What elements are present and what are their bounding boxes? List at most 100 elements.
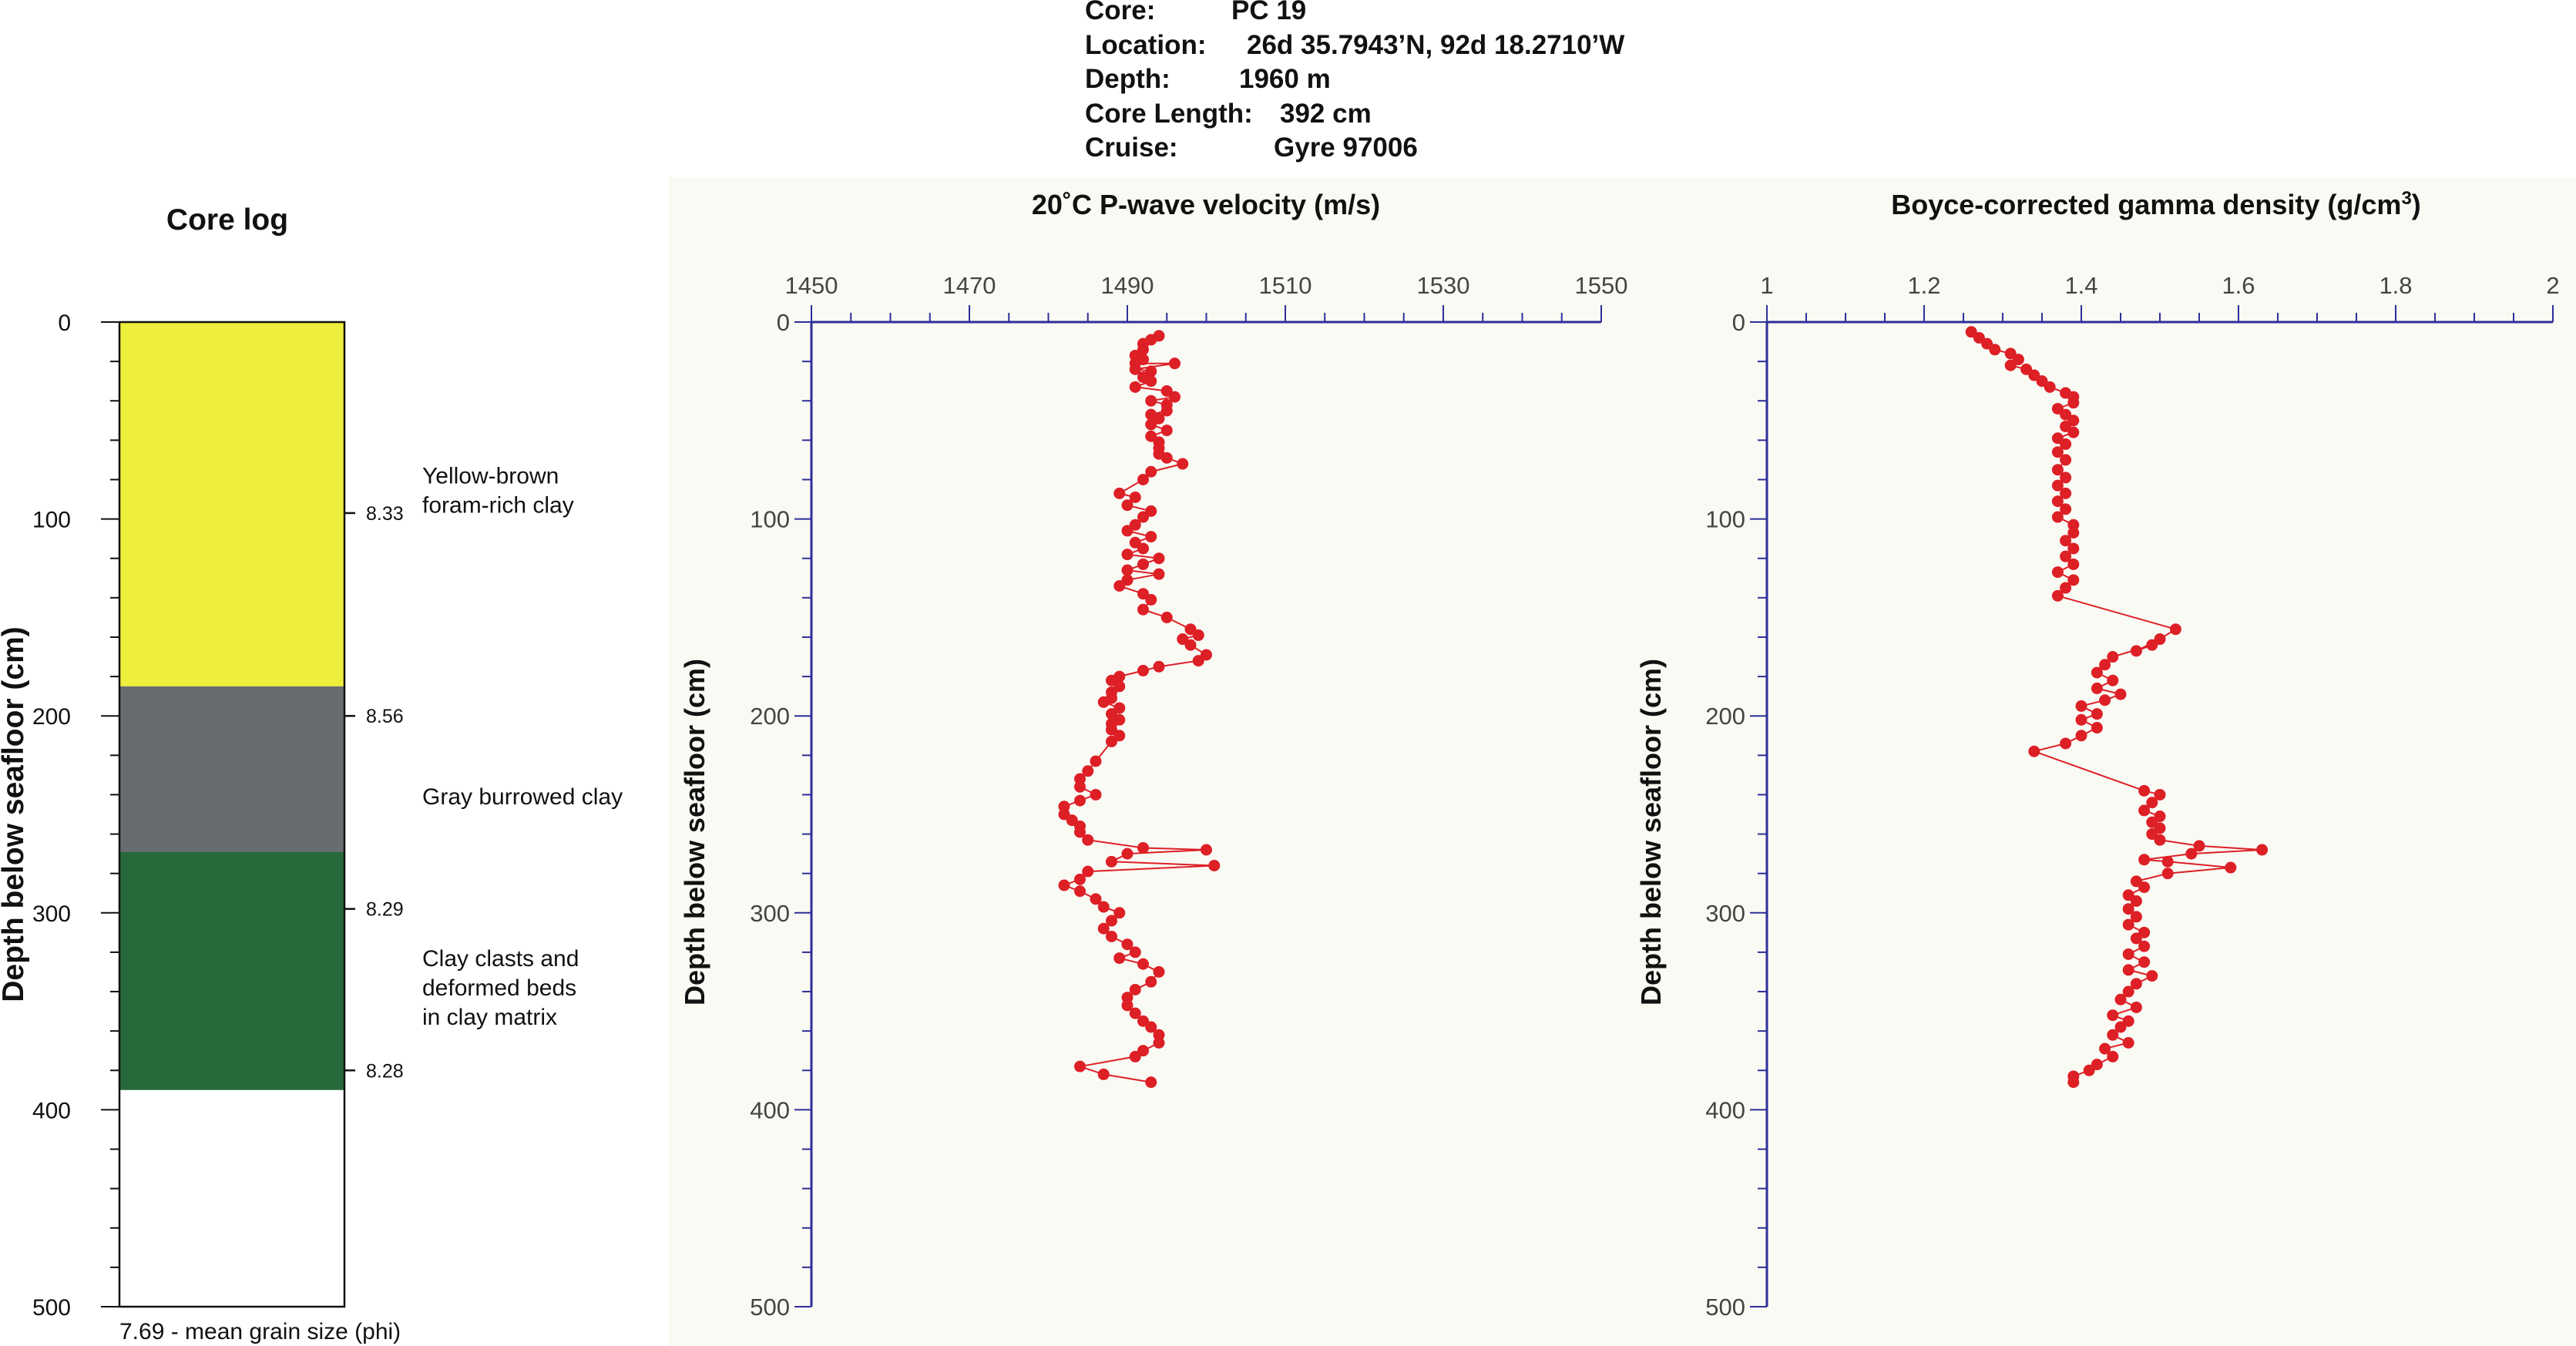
lithology-label-1-0: Gray burrowed clay	[422, 784, 623, 810]
density-data-point	[2107, 651, 2119, 663]
density-data-point	[2146, 816, 2158, 828]
density-data-point	[2060, 454, 2072, 466]
velocity-data-point	[1121, 549, 1134, 561]
lithology-unit-2	[119, 851, 344, 1090]
velocity-data-point	[1058, 879, 1070, 891]
density-data-point	[1965, 326, 1977, 338]
lithology-unit-3	[119, 1089, 344, 1307]
velocity-x-tick-label: 1490	[1101, 272, 1154, 299]
velocity-data-point	[1097, 1068, 1110, 1080]
density-data-point	[2099, 694, 2111, 707]
density-data-point	[2060, 420, 2072, 432]
velocity-data-point	[1121, 525, 1134, 537]
velocity-data-point	[1145, 505, 1157, 517]
density-data-point	[2067, 397, 2080, 409]
density-data-point	[2075, 730, 2087, 742]
density-data-point	[2138, 854, 2151, 866]
density-data-point	[2107, 1009, 2119, 1022]
grain-size-label: 8.56	[366, 706, 404, 727]
density-data-point	[2091, 682, 2103, 694]
velocity-data-point	[1106, 930, 1117, 942]
velocity-x-tick-label: 1450	[785, 272, 838, 299]
density-data-point	[2060, 503, 2072, 515]
density-data-point	[2146, 797, 2158, 809]
grain-size-label: 8.33	[366, 503, 404, 525]
density-data-point	[2122, 985, 2134, 998]
velocity-data-point	[1121, 848, 1134, 860]
velocity-data-point	[1153, 412, 1165, 425]
velocity-data-point	[1169, 357, 1181, 370]
density-y-tick-label: 100	[1705, 506, 1745, 533]
density-data-point	[2067, 542, 2080, 555]
grain-size-label: 8.28	[366, 1060, 404, 1082]
velocity-data-point	[1129, 1050, 1141, 1062]
core-log-depth-tick-label: 200	[32, 704, 71, 730]
density-data-point	[2138, 926, 2151, 938]
velocity-data-point	[1137, 1015, 1149, 1027]
density-data-point	[2051, 432, 2064, 445]
velocity-data-point	[1129, 363, 1141, 375]
grain-size-footnote: 7.69 - mean grain size (phi)	[119, 1319, 401, 1344]
velocity-data-point	[1074, 794, 1086, 807]
density-data-point	[2051, 464, 2064, 476]
density-data-point	[2146, 828, 2158, 841]
velocity-data-point	[1145, 593, 1157, 606]
velocity-data-point	[1121, 999, 1134, 1012]
velocity-data-point	[1074, 826, 1086, 838]
lithology-label-0-0: Yellow-brown	[422, 464, 559, 489]
velocity-data-point	[1113, 952, 1126, 965]
velocity-data-point	[1145, 1076, 1157, 1089]
density-data-point	[2185, 848, 2198, 860]
density-data-point	[2122, 903, 2134, 915]
velocity-data-point	[1129, 983, 1141, 995]
velocity-data-point	[1074, 1060, 1086, 1072]
header-value-location: 26d 35.7943’N, 92d 18.2710’W	[1247, 29, 1625, 60]
density-y-axis-label: Depth below seafloor (cm)	[1635, 659, 1667, 1005]
velocity-data-point	[1145, 975, 1157, 988]
velocity-data-point	[1129, 946, 1141, 958]
velocity-data-point	[1082, 765, 1094, 777]
density-data-point	[2083, 1064, 2095, 1076]
lithology-label-2-1: deformed beds	[422, 975, 576, 1001]
velocity-data-point	[1160, 384, 1173, 397]
density-data-point	[2020, 363, 2033, 375]
velocity-data-point	[1129, 381, 1141, 393]
core-log-depth-tick-label: 500	[32, 1295, 71, 1321]
velocity-x-tick-label: 1510	[1259, 272, 1312, 299]
density-data-point	[2114, 993, 2127, 1005]
density-data-point	[2060, 487, 2072, 499]
header-value-core: PC 19	[1231, 0, 1307, 25]
density-data-point	[2067, 1076, 2080, 1089]
density-title-superscript: 3	[2401, 188, 2411, 209]
header-row-core: Core: PC 19	[1085, 0, 1624, 29]
density-data-point	[2154, 834, 2166, 846]
density-data-point	[2130, 895, 2142, 907]
core-log-title: Core log	[166, 203, 288, 237]
density-data-point	[2138, 956, 2151, 968]
density-data-point	[2067, 415, 2080, 427]
density-data-point	[2107, 1029, 2119, 1041]
density-y-tick-label: 200	[1705, 703, 1745, 730]
velocity-data-point	[1160, 425, 1173, 437]
velocity-data-point	[1137, 603, 1149, 616]
velocity-data-point	[1106, 708, 1117, 720]
velocity-data-point	[1137, 558, 1149, 570]
velocity-data-point	[1177, 633, 1189, 646]
header-row-cruise: Cruise: Gyre 97006	[1085, 131, 1624, 166]
velocity-data-point	[1153, 552, 1165, 565]
density-data-point	[2130, 932, 2142, 945]
density-data-point	[2091, 1059, 2103, 1071]
density-x-tick-label: 2	[2546, 272, 2559, 299]
velocity-data-point	[1074, 780, 1086, 793]
density-data-point	[2091, 708, 2103, 720]
density-x-tick-label: 1.4	[2064, 272, 2097, 299]
density-data-point	[2154, 788, 2166, 801]
velocity-data-point	[1129, 536, 1141, 549]
density-data-point	[2051, 511, 2064, 523]
density-data-point	[2122, 889, 2134, 901]
density-data-point	[2060, 472, 2072, 484]
velocity-data-point	[1145, 375, 1157, 388]
density-x-tick-label: 1.8	[2379, 272, 2412, 299]
p-wave-velocity-chart: 20˚C P-wave velocity (m/s) 1450 1470 1490 15…	[679, 189, 1627, 1321]
